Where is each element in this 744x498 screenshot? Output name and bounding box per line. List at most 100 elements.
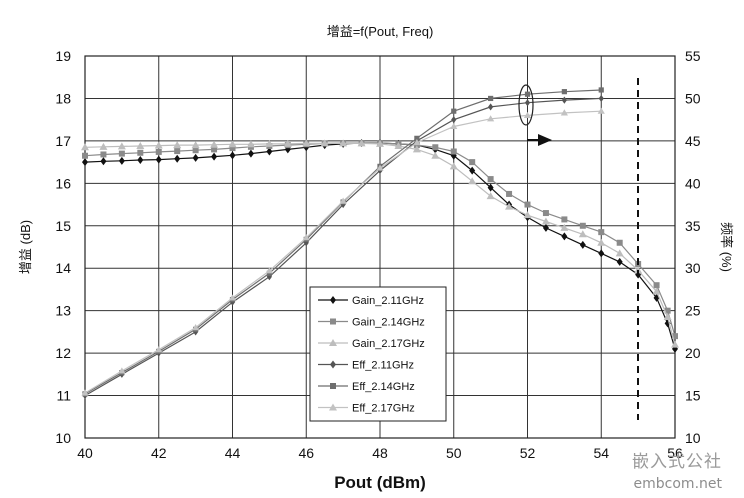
data-point	[561, 89, 567, 95]
data-point	[229, 145, 236, 152]
data-point	[542, 223, 549, 232]
data-point	[265, 267, 273, 274]
data-point	[394, 141, 403, 149]
y-tick-label: 15	[55, 218, 71, 234]
x-tick-label: 46	[298, 445, 314, 461]
data-point	[82, 158, 88, 167]
data-point	[451, 116, 457, 124]
y2-tick-label: 55	[685, 48, 701, 64]
y-tick-label: 16	[55, 175, 71, 191]
data-point	[578, 230, 587, 238]
data-point	[302, 139, 311, 147]
data-point	[506, 190, 513, 197]
annotation-ellipse	[518, 84, 534, 126]
x-tick-label: 50	[446, 445, 462, 461]
data-point	[468, 177, 477, 185]
data-point	[616, 239, 623, 246]
series-line	[84, 142, 676, 337]
data-point	[634, 266, 643, 274]
data-point	[487, 183, 494, 192]
data-point	[155, 155, 162, 164]
data-point	[330, 360, 336, 369]
watermark-text: 嵌入式公社	[632, 452, 722, 472]
y2-tick-label: 25	[685, 303, 701, 319]
y2-tick-label: 45	[685, 133, 701, 149]
data-point	[598, 229, 605, 236]
data-point	[118, 156, 125, 165]
data-point	[154, 141, 163, 149]
y2-tick-label: 40	[685, 175, 701, 191]
data-point	[488, 103, 494, 111]
data-point	[432, 144, 439, 151]
data-point	[174, 148, 181, 155]
legend-label: Eff_2.14GHz	[352, 381, 415, 393]
data-point	[616, 257, 623, 266]
data-point	[283, 139, 292, 147]
series-2	[81, 139, 679, 348]
data-point	[117, 142, 126, 150]
data-point	[561, 216, 568, 223]
data-point	[652, 287, 661, 295]
y2-tick-label: 10	[685, 430, 701, 446]
data-point	[376, 164, 384, 171]
data-point	[450, 148, 457, 155]
x-tick-label: 56	[667, 445, 683, 461]
data-point	[560, 223, 569, 231]
data-point	[136, 141, 145, 149]
x-axis-ticks: 40 42 44 46 48 50 52 54 56	[77, 445, 683, 461]
series-5	[81, 107, 605, 396]
data-point	[118, 150, 125, 157]
data-point	[561, 96, 567, 104]
data-point	[192, 153, 199, 162]
y2-tick-label: 30	[685, 260, 701, 276]
legend-label: Gain_2.17GHz	[352, 338, 425, 350]
data-point	[523, 111, 532, 119]
watermark-url: embcom.net	[633, 476, 722, 492]
data-point	[469, 166, 476, 175]
y-tick-label: 12	[55, 345, 71, 361]
y2-tick-label: 35	[685, 218, 701, 234]
data-point	[449, 162, 458, 170]
data-point	[469, 159, 476, 166]
data-point	[246, 140, 255, 148]
data-point	[671, 340, 679, 348]
data-point	[486, 192, 495, 200]
legend-box	[309, 286, 447, 422]
y2-tick-label: 20	[685, 345, 701, 361]
data-point	[598, 87, 604, 93]
y2-axis-ticks: 10 15 20 25 30 35 40 45 50 55	[685, 48, 701, 446]
data-point	[339, 139, 348, 147]
data-point	[560, 109, 568, 116]
data-point	[653, 282, 660, 289]
data-point	[118, 367, 126, 374]
data-point	[247, 149, 254, 158]
legend-label: Eff_2.17GHz	[352, 403, 415, 415]
data-point	[81, 389, 89, 396]
y-tick-label: 17	[55, 133, 71, 149]
legend-label: Gain_2.14GHz	[352, 317, 425, 329]
data-point	[191, 141, 200, 149]
y2-tick-label: 50	[685, 90, 701, 106]
data-point	[302, 234, 310, 241]
x-tick-label: 44	[225, 445, 241, 461]
data-point	[329, 403, 337, 411]
plot-area	[84, 55, 676, 439]
legend-label: Gain_2.11GHz	[352, 295, 424, 307]
data-point	[155, 346, 163, 353]
data-point	[228, 294, 237, 301]
annotation-arrowhead	[538, 134, 552, 146]
data-point	[82, 152, 88, 159]
y-tick-label: 19	[55, 48, 71, 64]
legend: Gain_2.11GHz Gain_2.14GHz Gain_2.17GHz Eff_…	[309, 286, 447, 422]
data-point	[431, 151, 440, 159]
data-point	[330, 383, 336, 389]
data-point	[137, 149, 144, 156]
data-point	[524, 91, 531, 97]
data-point	[488, 95, 494, 102]
data-point	[451, 108, 457, 114]
data-point	[579, 240, 586, 249]
x-axis-label: Pout (dBm)	[334, 473, 426, 492]
data-point	[598, 249, 605, 258]
data-point	[100, 157, 107, 166]
